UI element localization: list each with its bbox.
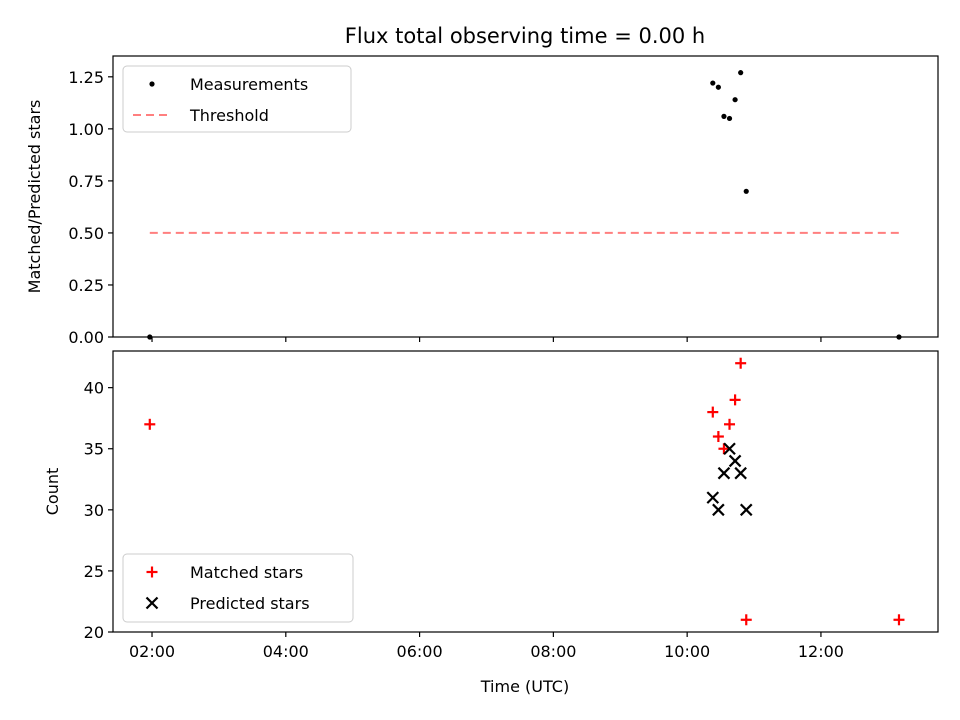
y-tick-label: 1.00 (68, 120, 104, 139)
measurements-point (732, 97, 738, 103)
matched-stars-point (729, 394, 741, 406)
measurements-point (743, 188, 749, 194)
bottom-panel: 20 25 30 35 40 02:00 04:00 06:00 08:00 10:00 12:00… (43, 350, 939, 661)
x-tick-label: 02:00 (129, 642, 175, 661)
x-tick-label: 08:00 (530, 642, 576, 661)
matched-stars-point (718, 443, 730, 455)
y-axis-label: Matched/Predicted stars (25, 100, 44, 294)
matched-stars-point (893, 614, 905, 626)
legend-box (122, 553, 354, 623)
y-tick-label: 35 (84, 440, 104, 459)
top-panel: 0.00 0.25 0.50 0.75 1.00 1.25 Matched/Predicte… (25, 55, 939, 347)
legend-label: Predicted stars (190, 594, 310, 613)
x-tick-label: 06:00 (397, 642, 443, 661)
matched-stars-point (144, 418, 156, 430)
y-tick-label: 40 (84, 379, 104, 398)
x-tick-label: 04:00 (263, 642, 309, 661)
y-tick-label: 0.25 (68, 276, 104, 295)
measurements-point (738, 70, 744, 76)
y-tick-label: 30 (84, 501, 104, 520)
matched-stars-point (712, 431, 724, 443)
measurements-point (726, 115, 733, 122)
legend-label: Measurements (190, 75, 308, 94)
y-tick-label: 20 (84, 623, 104, 642)
legend-swatch (145, 596, 159, 610)
y-tick-label: 0.50 (68, 224, 104, 243)
measurements-point (721, 113, 727, 119)
legend-entry: Matched stars (146, 563, 303, 582)
y-tick-label: 1.25 (68, 68, 104, 87)
predicted-stars-point (723, 442, 736, 456)
predicted-stars-point (734, 466, 747, 480)
legend-label: Threshold (189, 106, 269, 125)
legend: Measurements Threshold (122, 65, 352, 133)
x-axis-label: Time (UTC) (480, 677, 569, 696)
legend-label: Matched stars (190, 563, 303, 582)
predicted-stars-point (712, 503, 725, 517)
y-tick-label: 0.75 (68, 172, 104, 191)
y-tick-label: 25 (84, 562, 104, 581)
chart-title: Flux total observing time = 0.00 h (345, 24, 705, 48)
legend-swatch (146, 566, 158, 578)
x-tick-label: 10:00 (664, 642, 710, 661)
legend-entry: Predicted stars (145, 594, 310, 613)
legend-entry: Measurements (149, 75, 308, 94)
y-axis-label: Count (43, 468, 62, 516)
predicted-stars-point (739, 503, 753, 517)
matched-stars-point (740, 614, 752, 626)
matched-stars-point (724, 418, 736, 430)
legend-box (122, 65, 352, 133)
legend: Matched stars Predicted stars (122, 553, 354, 623)
measurements-point (710, 80, 716, 86)
predicted-stars-point (706, 491, 720, 504)
y-tick-label: 0.00 (68, 328, 104, 347)
predicted-stars-point (717, 466, 731, 480)
predicted-stars-point (728, 454, 742, 468)
legend-swatch (149, 81, 155, 87)
axes-frame (112, 350, 939, 633)
axes-frame (112, 55, 939, 338)
matched-stars-point (735, 357, 747, 369)
legend-entry: Threshold (133, 106, 269, 125)
matched-stars-point (707, 406, 719, 418)
measurements-point (715, 84, 721, 90)
x-tick-label: 12:00 (798, 642, 844, 661)
